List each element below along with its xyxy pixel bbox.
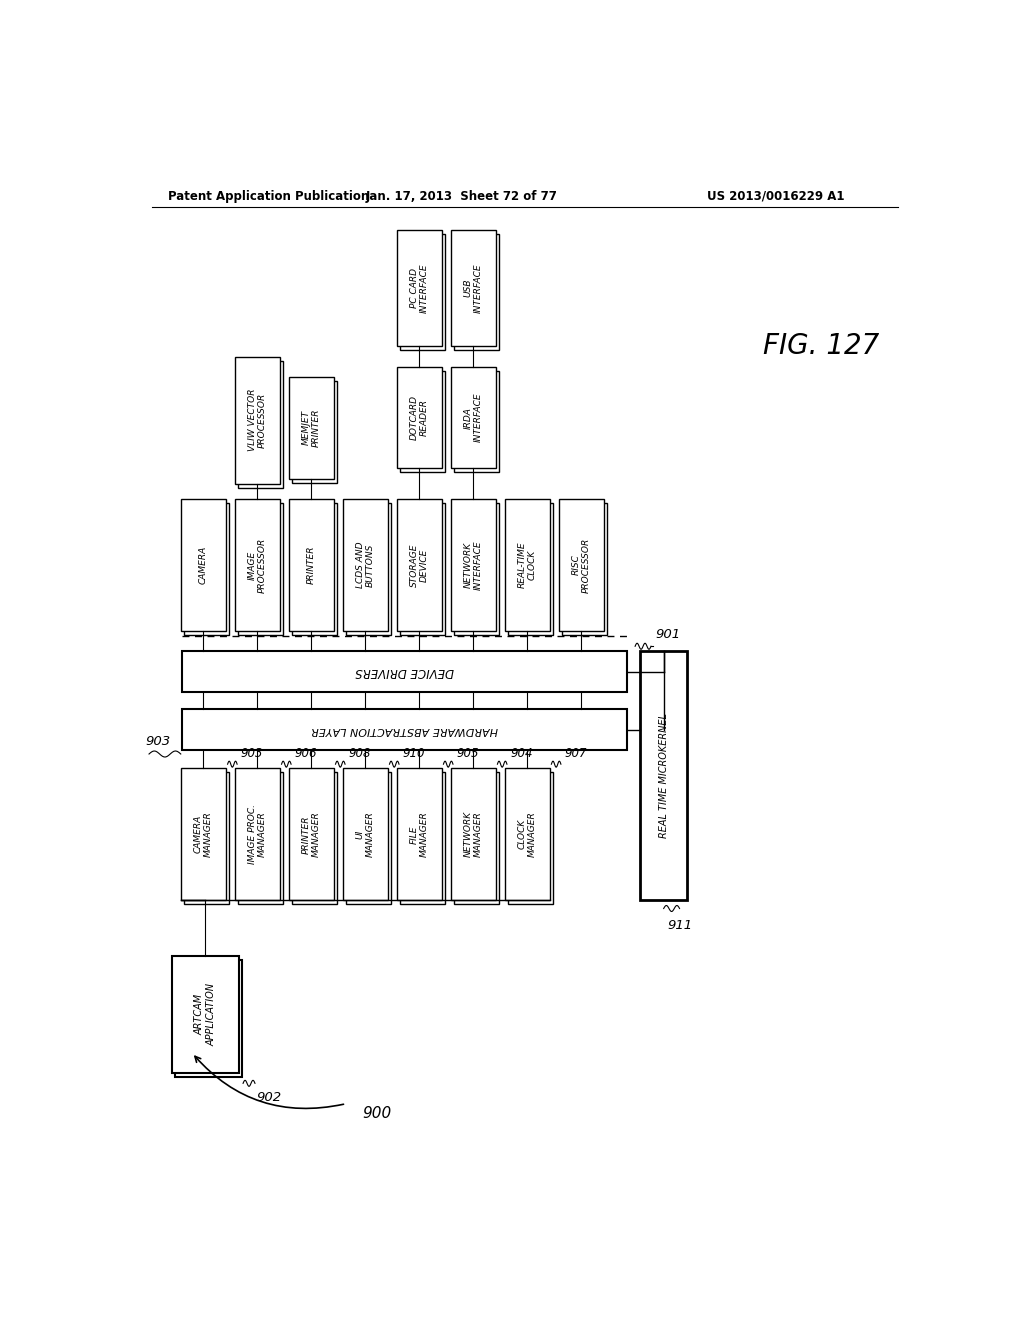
Bar: [505, 768, 550, 900]
Bar: [399, 234, 445, 351]
Text: RISC
PROCESSOR: RISC PROCESSOR: [571, 537, 591, 593]
Text: VLIW VECTOR
PROCESSOR: VLIW VECTOR PROCESSOR: [248, 389, 267, 451]
Bar: [451, 768, 496, 900]
Bar: [289, 499, 334, 631]
Bar: [238, 772, 284, 904]
Bar: [292, 772, 337, 904]
Text: REAL-TIME
CLOCK: REAL-TIME CLOCK: [517, 541, 537, 589]
Bar: [399, 772, 445, 904]
Text: NETWORK
MANAGER: NETWORK MANAGER: [464, 812, 483, 858]
Text: 900: 900: [362, 1106, 391, 1121]
Bar: [289, 378, 334, 479]
Bar: [184, 503, 229, 635]
Text: UI
MANAGER: UI MANAGER: [355, 812, 375, 857]
Text: NETWORK
INTERFACE: NETWORK INTERFACE: [464, 540, 483, 590]
Text: CAMERA: CAMERA: [199, 546, 208, 583]
Bar: [343, 499, 388, 631]
Text: CLOCK
MANAGER: CLOCK MANAGER: [517, 812, 537, 857]
Bar: [396, 499, 442, 631]
Text: IMAGE
PROCESSOR: IMAGE PROCESSOR: [248, 537, 267, 593]
Text: FIG. 127: FIG. 127: [763, 333, 880, 360]
Bar: [234, 356, 280, 483]
Bar: [562, 503, 607, 635]
Text: 904: 904: [510, 747, 532, 760]
Text: REAL TIME MICROKERNEL: REAL TIME MICROKERNEL: [658, 713, 669, 838]
Bar: [396, 230, 442, 346]
Bar: [289, 768, 334, 900]
Bar: [508, 503, 553, 635]
Text: 902: 902: [257, 1092, 282, 1105]
Bar: [640, 651, 687, 900]
Bar: [396, 768, 442, 900]
Text: FILE
MANAGER: FILE MANAGER: [410, 812, 429, 857]
Bar: [181, 768, 226, 900]
Bar: [175, 961, 243, 1077]
Text: 903: 903: [241, 747, 263, 760]
Bar: [451, 367, 496, 469]
Bar: [454, 772, 499, 904]
Text: MEMJET
PRINTER: MEMJET PRINTER: [302, 408, 321, 447]
Text: 905: 905: [456, 747, 478, 760]
Text: PRINTER: PRINTER: [307, 545, 315, 585]
Text: LCDS AND
BUTTONS: LCDS AND BUTTONS: [355, 541, 375, 589]
Text: PC CARD
INTERFACE: PC CARD INTERFACE: [410, 263, 429, 313]
Bar: [182, 651, 627, 692]
Text: CAMERA
MANAGER: CAMERA MANAGER: [194, 812, 213, 857]
Bar: [505, 499, 550, 631]
Text: 901: 901: [655, 628, 680, 642]
Bar: [184, 772, 229, 904]
Bar: [454, 371, 499, 473]
Text: US 2013/0016229 A1: US 2013/0016229 A1: [708, 190, 845, 202]
Text: 907: 907: [564, 747, 587, 760]
Text: Patent Application Publication: Patent Application Publication: [168, 190, 369, 202]
Bar: [454, 234, 499, 351]
Text: STORAGE
DEVICE: STORAGE DEVICE: [410, 544, 429, 586]
Text: PRINTER
MANAGER: PRINTER MANAGER: [302, 812, 321, 857]
Bar: [346, 772, 391, 904]
Text: ARTCAM
APPLICATION: ARTCAM APPLICATION: [195, 983, 216, 1047]
Bar: [181, 499, 226, 631]
Text: 910: 910: [402, 747, 425, 760]
Text: 911: 911: [668, 919, 693, 932]
Bar: [292, 503, 337, 635]
Text: 906: 906: [294, 747, 316, 760]
Bar: [346, 503, 391, 635]
Text: 908: 908: [348, 747, 371, 760]
Bar: [454, 503, 499, 635]
Bar: [399, 371, 445, 473]
Bar: [292, 381, 337, 483]
Bar: [172, 956, 240, 1073]
Bar: [234, 768, 280, 900]
Bar: [343, 768, 388, 900]
Text: 903: 903: [145, 735, 170, 748]
Bar: [234, 499, 280, 631]
Bar: [399, 503, 445, 635]
Bar: [558, 499, 604, 631]
Bar: [396, 367, 442, 469]
Text: Jan. 17, 2013  Sheet 72 of 77: Jan. 17, 2013 Sheet 72 of 77: [366, 190, 557, 202]
Text: IMAGE PROC.
MANAGER: IMAGE PROC. MANAGER: [248, 804, 267, 865]
Bar: [238, 360, 284, 487]
Text: HARDWARE ABSTRACTION LAYER: HARDWARE ABSTRACTION LAYER: [311, 725, 498, 735]
Text: USB
INTERFACE: USB INTERFACE: [464, 263, 483, 313]
Text: DOTCARD
READER: DOTCARD READER: [410, 395, 429, 440]
Bar: [182, 709, 627, 750]
Bar: [238, 503, 284, 635]
Bar: [451, 230, 496, 346]
Text: DEVICE DRIVERS: DEVICE DRIVERS: [355, 665, 454, 678]
Text: IRDA
INTERFACE: IRDA INTERFACE: [464, 393, 483, 442]
Bar: [508, 772, 553, 904]
Bar: [451, 499, 496, 631]
